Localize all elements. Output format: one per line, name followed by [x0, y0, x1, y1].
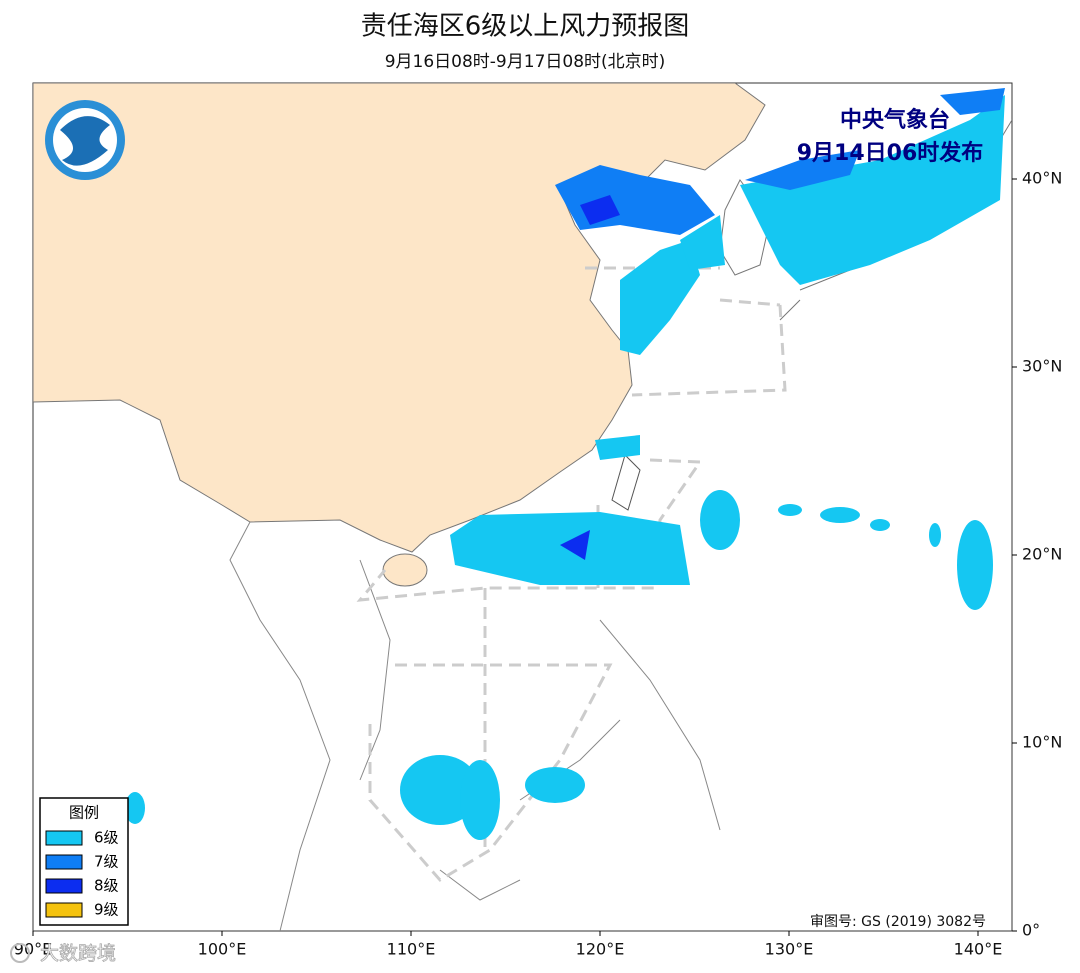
publisher: 中央气象台: [840, 107, 950, 133]
legend: 图例 6级 7级 8级 9级: [39, 797, 129, 926]
subtitle: 9月16日08时-9月17日08时(北京时): [385, 52, 666, 72]
legend-swatch: [45, 854, 83, 870]
legend-label: 9级: [94, 901, 119, 919]
y-tick-label: 30°N: [1022, 357, 1062, 376]
x-tick-label: 100°E: [198, 940, 247, 959]
x-tick-label: 120°E: [576, 940, 625, 959]
y-tick-label: 10°N: [1022, 733, 1062, 752]
watermark-icon: [10, 943, 30, 963]
logo: [45, 100, 125, 180]
land-outlines: [229, 521, 721, 931]
watermark: 大数跨境: [40, 943, 116, 965]
x-tick-label: 130°E: [765, 940, 814, 959]
legend-label: 6级: [94, 829, 119, 847]
y-tick-label: 40°N: [1022, 169, 1062, 188]
legend-label: 7级: [94, 853, 119, 871]
map-body: [33, 83, 1012, 931]
china-land: [33, 83, 766, 553]
x-tick-label: 140°E: [954, 940, 1003, 959]
legend-swatch: [45, 878, 83, 894]
wind-7: [555, 88, 1005, 235]
y-tick-label: 20°N: [1022, 545, 1062, 564]
legend-swatch: [45, 902, 83, 918]
approval: 审图号: GS (2019) 3082号: [810, 914, 986, 930]
legend-label: 8级: [94, 877, 119, 895]
taiwan: [611, 454, 641, 511]
legend-swatch: [45, 830, 83, 846]
issued-time: 9月14日06时发布: [797, 140, 984, 166]
hainan: [382, 553, 428, 587]
x-tick-label: 110°E: [387, 940, 436, 959]
legend-title: 图例: [69, 804, 99, 822]
y-tick-label: 0°: [1022, 921, 1040, 940]
title: 责任海区6级以上风力预报图: [361, 12, 690, 42]
